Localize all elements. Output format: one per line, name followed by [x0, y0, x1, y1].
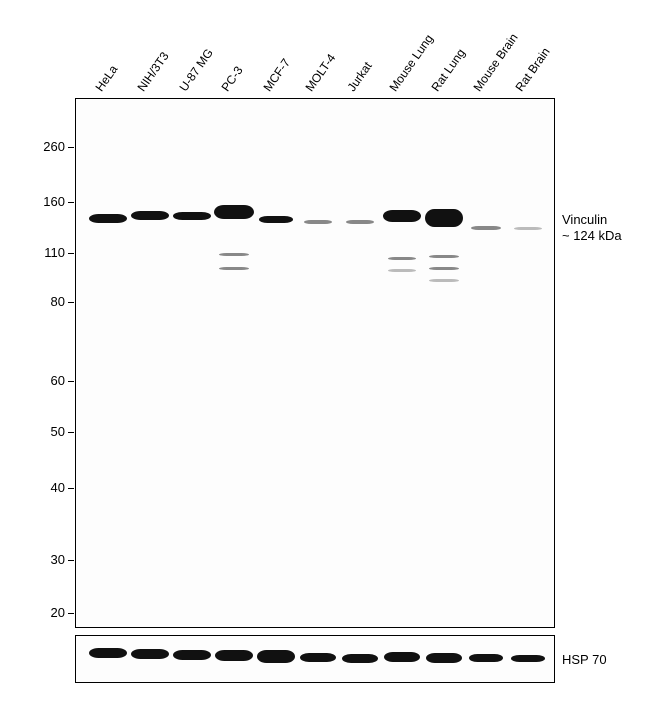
- mw-tick: [68, 302, 74, 303]
- vinculin-band: [429, 267, 459, 270]
- mw-label: 50: [25, 424, 65, 439]
- vinculin-band: [219, 253, 249, 256]
- vinculin-band: [346, 220, 374, 224]
- mw-label: 20: [25, 605, 65, 620]
- hsp70-band: [131, 649, 169, 659]
- loading-name: HSP 70: [562, 652, 607, 667]
- lane-label: MOLT-4: [303, 51, 339, 94]
- mw-tick: [68, 381, 74, 382]
- hsp70-band: [426, 653, 462, 663]
- mw-label: 160: [25, 194, 65, 209]
- hsp70-band: [300, 653, 336, 662]
- main-blot-panel: [75, 98, 555, 628]
- mw-tick: [68, 488, 74, 489]
- hsp70-band: [215, 650, 253, 661]
- lane-label: NIH/3T3: [135, 49, 172, 94]
- loading-control-label: HSP 70: [562, 652, 607, 667]
- hsp70-band: [173, 650, 211, 660]
- hsp70-band: [511, 655, 545, 662]
- vinculin-band: [304, 220, 332, 224]
- target-name: Vinculin: [562, 212, 607, 227]
- vinculin-band: [89, 214, 127, 223]
- vinculin-band: [388, 257, 416, 260]
- target-protein-label: Vinculin: [562, 212, 607, 227]
- vinculin-band: [429, 279, 459, 282]
- mw-tick: [68, 202, 74, 203]
- western-blot-figure: 260 160 110 80 60 50 40 30 20 HeLa NIH/3T3U-87 MG…: [0, 0, 650, 721]
- hsp70-band: [384, 652, 420, 662]
- lane-label: HeLa: [93, 62, 121, 94]
- mw-tick: [68, 613, 74, 614]
- hsp70-band: [257, 650, 295, 663]
- lane-label: U-87 MG: [177, 46, 216, 94]
- lane-label: Jurkat: [345, 59, 375, 94]
- vinculin-band: [173, 212, 211, 220]
- mw-tick: [68, 560, 74, 561]
- lane-label: Rat Brain: [513, 45, 553, 94]
- mw-tick: [68, 432, 74, 433]
- hsp70-band: [342, 654, 378, 663]
- vinculin-band: [214, 205, 254, 219]
- mw-label: 260: [25, 139, 65, 154]
- vinculin-band: [388, 269, 416, 272]
- target-protein-size: ~ 124 kDa: [562, 228, 622, 243]
- mw-label: 30: [25, 552, 65, 567]
- vinculin-band: [219, 267, 249, 270]
- vinculin-band: [131, 211, 169, 220]
- vinculin-band: [514, 227, 542, 230]
- mw-label: 110: [25, 245, 65, 260]
- vinculin-band: [259, 216, 293, 223]
- hsp70-band: [89, 648, 127, 658]
- hsp70-band: [469, 654, 503, 662]
- lane-label: PC-3: [219, 64, 246, 94]
- vinculin-band: [471, 226, 501, 230]
- mw-label: 40: [25, 480, 65, 495]
- mw-label: 60: [25, 373, 65, 388]
- vinculin-band: [383, 210, 421, 222]
- target-size: ~ 124 kDa: [562, 228, 622, 243]
- mw-label: 80: [25, 294, 65, 309]
- vinculin-band: [429, 255, 459, 258]
- lane-label: MCF-7: [261, 56, 294, 94]
- mw-tick: [68, 253, 74, 254]
- vinculin-band: [425, 209, 463, 227]
- mw-tick: [68, 147, 74, 148]
- lane-label: Rat Lung: [429, 46, 468, 94]
